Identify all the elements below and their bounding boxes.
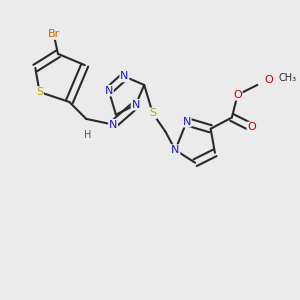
Text: S: S (149, 108, 156, 118)
Text: O: O (247, 122, 256, 132)
Text: N: N (182, 117, 191, 127)
Text: S: S (36, 87, 43, 97)
Text: H: H (84, 130, 91, 140)
Text: O: O (233, 90, 242, 100)
Text: O: O (264, 75, 273, 85)
Text: N: N (120, 71, 129, 82)
Text: N: N (105, 85, 113, 96)
Text: N: N (131, 100, 140, 110)
Text: N: N (109, 119, 117, 130)
Text: CH₃: CH₃ (279, 73, 297, 83)
Text: N: N (171, 145, 179, 155)
Text: Br: Br (48, 29, 60, 39)
